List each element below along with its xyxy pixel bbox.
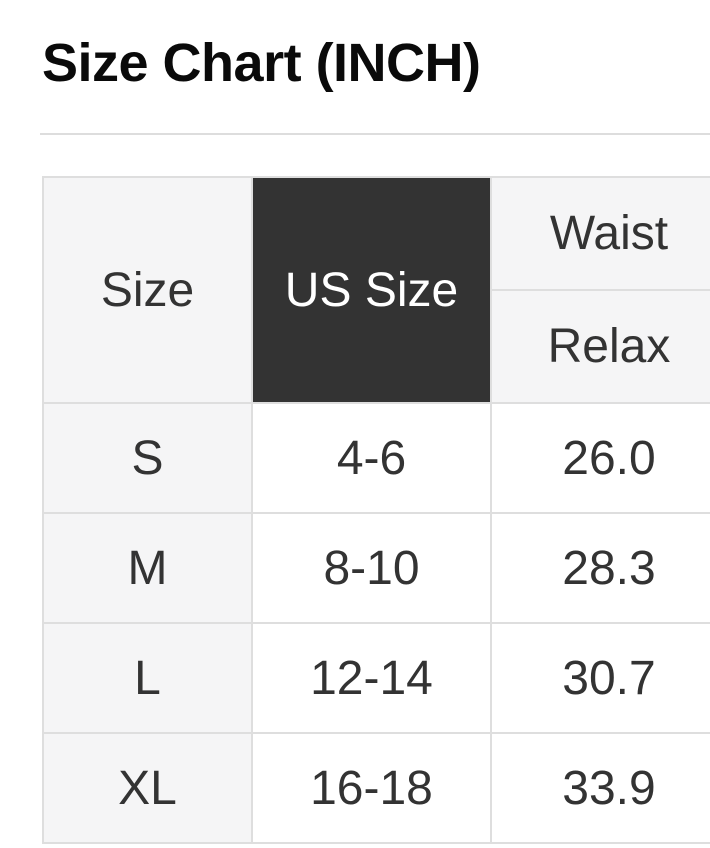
size-cell: S (42, 402, 253, 514)
size-chart-table-container: Size US Size Waist Relax S 4-6 26.0 M 8-… (42, 176, 710, 844)
column-header-waist-relax: Relax (490, 289, 710, 404)
table-row: L 12-14 30.7 (42, 622, 710, 734)
title-divider (40, 133, 710, 135)
column-header-waist: Waist (490, 176, 710, 291)
waist-relax-cell: 26.0 (490, 402, 710, 514)
page-title: Size Chart (INCH) (42, 33, 481, 93)
column-header-size: Size (42, 176, 253, 404)
size-cell: XL (42, 732, 253, 844)
us-size-cell: 4-6 (251, 402, 492, 514)
size-cell: L (42, 622, 253, 734)
table-row: M 8-10 28.3 (42, 512, 710, 624)
table-header-subrow: Relax (43, 289, 710, 404)
us-size-cell: 12-14 (251, 622, 492, 734)
table-row: XL 16-18 33.9 (42, 732, 710, 844)
us-size-cell: 16-18 (251, 732, 492, 844)
column-header-us-size: US Size (251, 176, 492, 404)
table-row: S 4-6 26.0 (42, 402, 710, 514)
waist-relax-cell: 30.7 (490, 622, 710, 734)
size-cell: M (42, 512, 253, 624)
waist-relax-cell: 33.9 (490, 732, 710, 844)
waist-relax-cell: 28.3 (490, 512, 710, 624)
table-header-row: Size US Size Waist (42, 176, 710, 404)
size-chart-table: Size US Size Waist Relax S 4-6 26.0 M 8-… (42, 176, 710, 844)
us-size-cell: 8-10 (251, 512, 492, 624)
